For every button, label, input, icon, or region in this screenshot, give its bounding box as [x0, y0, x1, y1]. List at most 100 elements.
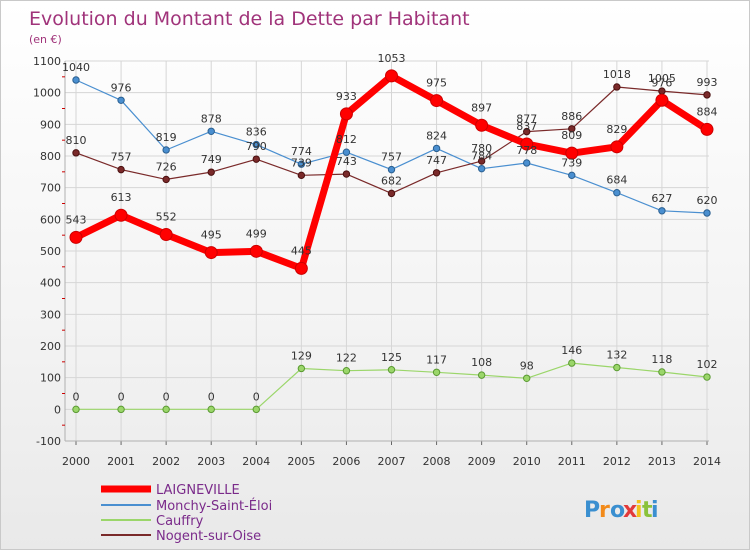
data-label: 884	[697, 105, 718, 118]
data-label: 0	[163, 390, 170, 403]
data-point	[613, 189, 621, 197]
legend-label: Monchy-Saint-Éloi	[156, 498, 272, 514]
y-tick-label: 300	[40, 308, 61, 321]
axes: -100010020030040050060070080090010001100…	[33, 55, 721, 468]
data-point	[159, 228, 173, 242]
data-point	[703, 373, 711, 381]
data-label: 543	[66, 213, 87, 226]
data-point	[117, 165, 125, 174]
data-label: 552	[156, 211, 177, 224]
data-point	[204, 246, 218, 260]
data-point	[162, 405, 170, 414]
data-label: 499	[246, 227, 267, 240]
data-point	[477, 164, 486, 173]
data-label: 0	[253, 390, 260, 403]
data-point	[162, 146, 170, 154]
data-label: 125	[381, 351, 402, 364]
data-label: 749	[201, 153, 222, 166]
x-tick-label: 2005	[287, 455, 315, 468]
x-tick-label: 2012	[603, 455, 631, 468]
data-label: 620	[697, 194, 718, 207]
data-point	[523, 127, 531, 136]
data-point	[613, 363, 621, 372]
data-label: 0	[208, 390, 215, 403]
x-tick-label: 2008	[423, 455, 451, 468]
data-point	[610, 140, 624, 154]
x-tick-label: 2013	[648, 455, 676, 468]
data-point	[655, 93, 669, 107]
data-label: 118	[651, 353, 672, 366]
data-point	[252, 140, 260, 149]
data-label: 757	[111, 151, 132, 164]
data-point	[162, 175, 170, 184]
data-point	[249, 244, 263, 258]
x-tick-label: 2009	[468, 455, 496, 468]
data-point	[477, 371, 486, 379]
data-label: 975	[426, 77, 447, 90]
data-point	[117, 96, 125, 104]
data-point	[520, 137, 534, 151]
data-label: 108	[471, 356, 492, 369]
data-label: 810	[66, 134, 87, 147]
y-tick-label: 1100	[33, 55, 61, 68]
data-points	[69, 69, 714, 414]
y-tick-label: 400	[40, 277, 61, 290]
data-point	[72, 405, 80, 414]
data-label: 812	[336, 133, 357, 146]
logo-letter: P	[584, 498, 600, 523]
data-label: 117	[426, 353, 447, 366]
data-label: 790	[246, 140, 267, 153]
y-tick-label: 600	[40, 213, 61, 226]
data-point	[342, 367, 351, 375]
data-point	[297, 171, 306, 180]
data-label: 819	[156, 131, 177, 144]
legend-label: LAIGNEVILLE	[156, 483, 240, 498]
y-tick-label: -100	[36, 435, 61, 448]
data-point	[342, 170, 351, 178]
y-tick-label: 0	[54, 403, 61, 416]
x-tick-label: 2010	[513, 455, 541, 468]
data-label: 682	[381, 174, 402, 187]
data-label: 829	[606, 123, 627, 136]
data-point	[207, 168, 215, 176]
data-labels: 543 613 552 495 499 445 933 1053 975 897 837 809 829…	[62, 52, 718, 403]
data-point	[432, 144, 441, 153]
gridlines	[65, 60, 709, 442]
chart-subtitle: (en €)	[29, 33, 62, 46]
x-tick-label: 2011	[558, 455, 586, 468]
data-point	[477, 157, 486, 165]
data-point	[297, 160, 306, 168]
data-label: 739	[291, 156, 312, 169]
data-point	[703, 91, 711, 99]
data-label: 1053	[378, 52, 406, 65]
legend-label: Cauffry	[156, 514, 204, 529]
data-point	[294, 261, 308, 275]
data-label: 146	[561, 344, 582, 357]
y-tick-label: 500	[40, 245, 61, 258]
y-tick-label: 100	[40, 372, 61, 385]
data-label: 627	[651, 192, 672, 205]
data-point	[430, 94, 444, 108]
data-label: 933	[336, 90, 357, 103]
data-point	[207, 127, 215, 136]
logo-letter: o	[610, 498, 625, 523]
x-tick-label: 2002	[152, 455, 180, 468]
data-point	[114, 208, 128, 222]
data-label: 778	[516, 144, 537, 157]
data-point	[523, 159, 531, 167]
data-label: 1005	[648, 72, 676, 85]
data-point	[69, 230, 83, 244]
data-label: 837	[516, 120, 537, 133]
data-point	[703, 209, 711, 217]
data-label: 774	[291, 145, 312, 158]
data-label: 132	[606, 349, 627, 362]
data-label: 877	[516, 113, 537, 126]
data-point	[252, 155, 260, 163]
data-label: 993	[697, 76, 718, 89]
data-point	[700, 122, 714, 136]
data-label: 897	[471, 101, 492, 114]
data-label: 0	[118, 390, 125, 403]
legend: LAIGNEVILLEMonchy-Saint-ÉloiCauffryNogen…	[101, 483, 272, 544]
